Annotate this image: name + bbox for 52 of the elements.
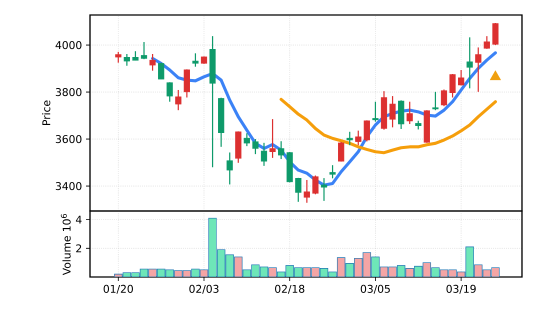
candlestick [226,152,233,186]
y-tick-label: 4 [76,216,82,224]
candlestick [355,130,362,146]
candlestick [192,52,199,68]
candlestick [149,53,156,72]
candlestick [484,36,490,50]
candlestick [115,51,122,64]
y-tick-label: 3600 [56,135,82,144]
candlestick [329,164,336,179]
candlestick [338,141,344,162]
candlestick [175,89,182,111]
candlestick [398,100,404,130]
candlestick [295,177,302,202]
candlestick [389,95,396,128]
candlestick [320,177,328,202]
candlestick [269,118,276,158]
candlestick [458,69,464,86]
candlestick [364,120,370,142]
y-tick-label: 3800 [56,88,82,96]
candlestick [304,179,310,204]
candlestick [244,132,250,147]
y-tick-label: 3400 [56,182,82,190]
candlestick [278,140,284,160]
candlestick [140,41,148,60]
candlestick [124,53,130,66]
line-series [151,51,497,187]
candlestick [252,138,259,155]
x-tick-label: 01/20 [104,284,133,294]
x-tick-label: 02/03 [189,284,219,294]
candlestick [449,73,456,98]
y-tick-label: 2 [76,244,82,252]
line-series [280,98,497,154]
candlestick [346,131,353,146]
candlestick [158,62,164,80]
candlestick [184,68,190,98]
candlestick [312,174,319,195]
y-axis-title: Volume 10$^{6}$ [60,214,71,276]
y-tick-label: 4000 [56,41,82,50]
candlestick [466,36,473,89]
candlestick [372,101,379,122]
candlestick [132,50,139,61]
y-axis-title: Price [42,100,50,125]
candlestick [492,22,499,46]
x-tick-label: 03/05 [360,284,390,294]
candlestick [440,88,448,107]
x-tick-label: 02/18 [275,284,304,294]
candlestick [432,91,439,111]
candlestick [406,101,413,125]
candlestick [475,46,482,92]
x-tick-label: 03/19 [446,284,476,294]
candlestick [260,142,268,166]
candlestick [166,82,173,102]
